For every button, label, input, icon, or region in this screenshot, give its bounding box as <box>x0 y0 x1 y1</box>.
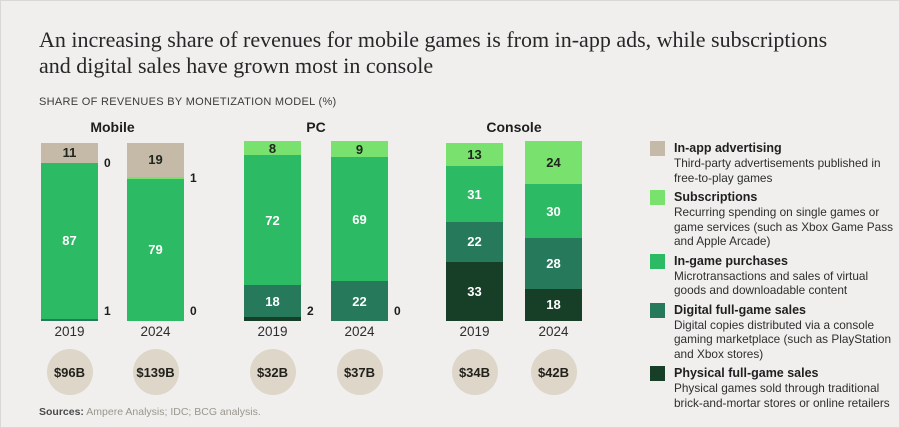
legend-item-description: Third-party advertisements published in … <box>674 156 881 185</box>
bar-value-label: 19 <box>148 152 163 168</box>
legend-swatch-in_game_purchases <box>650 253 665 269</box>
bar-segment-physical_full_game_sales: 18 <box>525 288 582 321</box>
bar-value-label: 13 <box>467 147 482 163</box>
bar-segment-digital_full_game_sales: 28 <box>525 238 582 289</box>
bar-segment-subscriptions: 24 <box>525 141 582 185</box>
sources-label: Sources: <box>39 406 84 418</box>
bar-segment-digital_full_game_sales <box>41 319 98 321</box>
chart-subtitle: SHARE OF REVENUES BY MONETIZATION MODEL … <box>39 96 337 108</box>
legend-item-title: Digital full-game sales <box>674 302 806 317</box>
bar-value-label: 31 <box>467 186 482 202</box>
bar-value-label: 18 <box>265 293 280 309</box>
platform-group-title: Mobile <box>90 119 135 135</box>
revenue-total-badge: $96B <box>46 349 93 395</box>
legend-item-title: In-app advertising <box>674 141 782 155</box>
revenue-total-badge: $42B <box>530 349 577 395</box>
bar-segment-in_game_purchases: 30 <box>525 184 582 239</box>
bar-segment-subscriptions: 13 <box>446 142 503 167</box>
legend-item-subscriptions: Subscriptions Recurring spending on singl… <box>650 189 899 249</box>
bar-value-label: 30 <box>546 203 561 219</box>
legend-item-digital_full_game_sales: Digital full-game sales Digital copies di… <box>650 302 899 362</box>
legend-swatch-physical_full_game_sales <box>650 366 665 381</box>
bar-value-label: 72 <box>265 212 280 228</box>
bar-value-label: 24 <box>546 155 561 171</box>
revenue-total-badge: $34B <box>451 349 498 395</box>
year-label: 2024 <box>538 324 569 339</box>
stacked-bar-console-2019: 13 31 22 33 <box>446 141 503 321</box>
legend-text-block: In-app advertising Third-party advertisem… <box>674 140 899 185</box>
year-label: 2024 <box>344 324 375 339</box>
revenue-total-badge: $139B <box>132 349 179 395</box>
bar-segment-in_app_advertising: 19 <box>127 142 184 178</box>
stacked-bar-pc-2024: 9 69 22 <box>331 141 388 321</box>
bar-segment-physical_full_game_sales: 33 <box>446 261 503 321</box>
bar-segment-subscriptions <box>127 177 184 179</box>
legend-item-title: Physical full-game sales <box>674 366 819 380</box>
bar-segment-in_game_purchases: 31 <box>446 166 503 223</box>
bar-value-label-outside: 2 <box>307 304 314 318</box>
legend-text-block: Digital full-game sales Digital copies di… <box>674 302 899 362</box>
sources-text: Ampere Analysis; IDC; BCG analysis. <box>86 406 261 418</box>
bar-value-label: 18 <box>546 297 561 313</box>
legend-item-in_game_purchases: In-game purchases Microtransactions and s… <box>650 253 899 298</box>
bar-value-label: 79 <box>148 242 163 258</box>
legend-swatch-in_app_advertising <box>650 141 665 156</box>
chart-legend: In-app advertising Third-party advertisem… <box>650 140 899 414</box>
legend-item-description: Physical games sold through traditional … <box>674 381 890 410</box>
bar-segment-in_game_purchases: 79 <box>127 178 184 321</box>
year-label: 2019 <box>257 324 288 339</box>
year-label: 2024 <box>140 324 171 339</box>
bar-value-label-outside: 1 <box>190 170 197 185</box>
revenue-total-badge: $37B <box>336 349 383 395</box>
platform-group-title: PC <box>306 119 326 135</box>
bar-segment-in_app_advertising: 11 <box>41 142 98 163</box>
legend-item-description: Microtransactions and sales of virtual g… <box>674 268 869 298</box>
bar-value-label: 22 <box>467 234 482 250</box>
bar-value-label: 33 <box>467 283 482 299</box>
bar-value-label: 22 <box>352 293 367 309</box>
page-title: An increasing share of revenues for mobi… <box>39 27 828 78</box>
legend-item-description: Recurring spending on single games or ga… <box>674 205 893 248</box>
year-label: 2019 <box>54 324 85 339</box>
bar-segment-digital_full_game_sales: 18 <box>244 285 301 318</box>
bar-segment-physical_full_game_sales <box>244 317 301 321</box>
bar-value-label-outside: 0 <box>104 155 111 170</box>
legend-text-block: In-game purchases Microtransactions and s… <box>674 253 899 298</box>
legend-item-description: Digital copies distributed via a console… <box>674 317 892 361</box>
bar-segment-in_game_purchases: 87 <box>41 162 98 320</box>
legend-text-block: Subscriptions Recurring spending on singl… <box>674 189 899 249</box>
bar-value-label: 9 <box>355 141 364 157</box>
bar-value-label: 87 <box>62 233 77 249</box>
bar-segment-subscriptions: 8 <box>244 140 301 156</box>
stacked-bar-console-2024: 24 30 28 18 <box>525 141 582 321</box>
bar-segment-in_game_purchases: 69 <box>331 157 388 282</box>
stacked-bar-mobile-2019: 11 87 <box>41 141 98 321</box>
bar-segment-digital_full_game_sales: 22 <box>446 222 503 262</box>
legend-item-title: In-game purchases <box>674 253 788 268</box>
bar-value-label: 28 <box>546 255 561 271</box>
legend-swatch-subscriptions <box>650 190 665 205</box>
bar-value-label: 11 <box>62 145 77 161</box>
bar-value-label: 69 <box>352 211 367 227</box>
year-label: 2019 <box>459 324 490 339</box>
bar-segment-subscriptions: 9 <box>331 141 388 158</box>
bar-segment-digital_full_game_sales: 22 <box>331 281 388 321</box>
bar-value-label: 8 <box>268 140 277 156</box>
legend-text-block: Physical full-game sales Physical games s… <box>674 365 899 410</box>
chart-canvas: Mobile 0 1 11 87 2019 $96B 1 0 19 79 2024 $139B PC 2 8 7… <box>39 119 639 419</box>
stacked-bar-pc-2019: 8 72 18 <box>244 141 301 321</box>
platform-group-title: Console <box>486 119 542 135</box>
legend-swatch-digital_full_game_sales <box>650 302 665 318</box>
bar-segment-in_game_purchases: 72 <box>244 155 301 286</box>
legend-item-title: Subscriptions <box>674 190 758 204</box>
stacked-bar-mobile-2024: 19 79 <box>127 141 184 321</box>
bar-value-label-outside: 0 <box>394 304 401 318</box>
sources-line: Sources: Ampere Analysis; IDC; BCG analy… <box>39 406 261 418</box>
revenue-total-badge: $32B <box>249 349 296 395</box>
bar-value-label-outside: 1 <box>104 304 111 318</box>
bar-value-label-outside: 0 <box>190 304 197 318</box>
legend-item-in_app_advertising: In-app advertising Third-party advertisem… <box>650 140 899 185</box>
legend-item-physical_full_game_sales: Physical full-game sales Physical games s… <box>650 365 899 410</box>
